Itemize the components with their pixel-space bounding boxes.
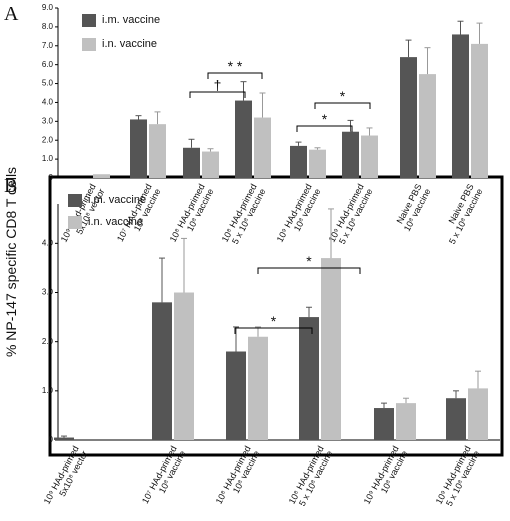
error-bar: [403, 397, 409, 404]
bar: [248, 336, 268, 440]
y-tick-label: 4.0: [42, 98, 54, 107]
bar: [400, 57, 417, 178]
y-tick-label: 5.0: [42, 79, 54, 88]
bar: [130, 119, 147, 178]
bar: [471, 43, 488, 179]
y-tick-label: 8.0: [42, 22, 54, 31]
error-bar: [453, 390, 459, 399]
error-bar: [188, 138, 195, 148]
legend-label: i.m. vaccine: [88, 194, 146, 206]
legend-swatch: [82, 14, 96, 27]
legend-swatch: [68, 194, 82, 207]
bar: [419, 74, 436, 178]
error-bar: [306, 306, 312, 318]
panel-label: A: [4, 3, 19, 25]
significance-bracket: [234, 327, 313, 334]
bar: [226, 351, 246, 440]
error-bar: [207, 148, 214, 152]
bar: [374, 408, 394, 440]
bar: [93, 174, 110, 178]
error-bar: [259, 92, 266, 118]
error-bar: [154, 111, 161, 125]
y-tick-label: 2.0: [42, 337, 54, 346]
bar: [321, 258, 341, 440]
error-bar: [159, 257, 165, 303]
y-tick-label: 9.0: [42, 3, 54, 12]
bar: [174, 292, 194, 440]
error-bar: [314, 147, 321, 150]
bar: [309, 149, 326, 178]
error-bar: [424, 47, 431, 75]
bar: [290, 145, 307, 178]
significance-mark: †: [214, 77, 222, 93]
significance-mark: *: [271, 313, 277, 329]
error-bar: [328, 208, 334, 259]
significance-mark: *: [322, 111, 328, 127]
bar: [299, 317, 319, 440]
error-bar: [405, 39, 412, 58]
y-tick-label: 1.0: [42, 386, 54, 395]
error-bar: [61, 435, 67, 438]
y-tick-label: 7.0: [42, 41, 54, 50]
bar: [235, 100, 252, 178]
error-bar: [366, 127, 373, 136]
bar: [361, 135, 378, 178]
error-bar: [181, 237, 187, 293]
bar: [149, 124, 166, 178]
y-tick-label: 1.0: [42, 154, 54, 163]
legend-label: i.m. vaccine: [102, 14, 160, 26]
bar: [468, 388, 488, 440]
significance-mark: *: [340, 88, 346, 104]
bar: [254, 117, 271, 178]
error-bar: [475, 370, 481, 389]
significance-mark: * *: [228, 58, 243, 74]
y-tick-label: 0: [49, 173, 54, 182]
bar: [152, 302, 172, 440]
error-bar: [240, 81, 247, 101]
significance-bracket: [207, 72, 263, 79]
y-tick-label: 2.0: [42, 135, 54, 144]
bar: [452, 34, 469, 178]
y-tick-label: 6.0: [42, 60, 54, 69]
error-bar: [457, 20, 464, 35]
legend-swatch: [82, 38, 96, 51]
y-tick-label: 3.0: [42, 288, 54, 297]
legend-label: i.n. vaccine: [88, 216, 143, 228]
y-tick-label: 3.0: [42, 116, 54, 125]
bar: [54, 437, 74, 440]
bar: [342, 131, 359, 178]
y-axis-label: % NP-147 specific CD8 T cells: [3, 167, 19, 357]
error-bar: [476, 22, 483, 44]
significance-bracket: [257, 267, 361, 274]
error-bar: [255, 326, 261, 337]
bar: [446, 398, 466, 440]
error-bar: [233, 326, 239, 352]
legend-swatch: [68, 216, 82, 229]
significance-bracket: [296, 125, 353, 132]
bar: [396, 403, 416, 440]
bar: [183, 147, 200, 178]
error-bar: [135, 115, 142, 120]
panel-b-frame: [48, 175, 504, 457]
error-bar: [381, 402, 387, 409]
error-bar: [295, 141, 302, 146]
y-tick-label: 4.0: [42, 238, 54, 247]
significance-bracket: [314, 102, 371, 109]
bar: [202, 151, 219, 178]
y-tick-label: 0: [49, 435, 54, 444]
significance-mark: *: [306, 253, 312, 269]
panel-label: B: [4, 175, 17, 197]
significance-bracket: [189, 91, 246, 98]
legend-label: i.n. vaccine: [102, 38, 157, 50]
